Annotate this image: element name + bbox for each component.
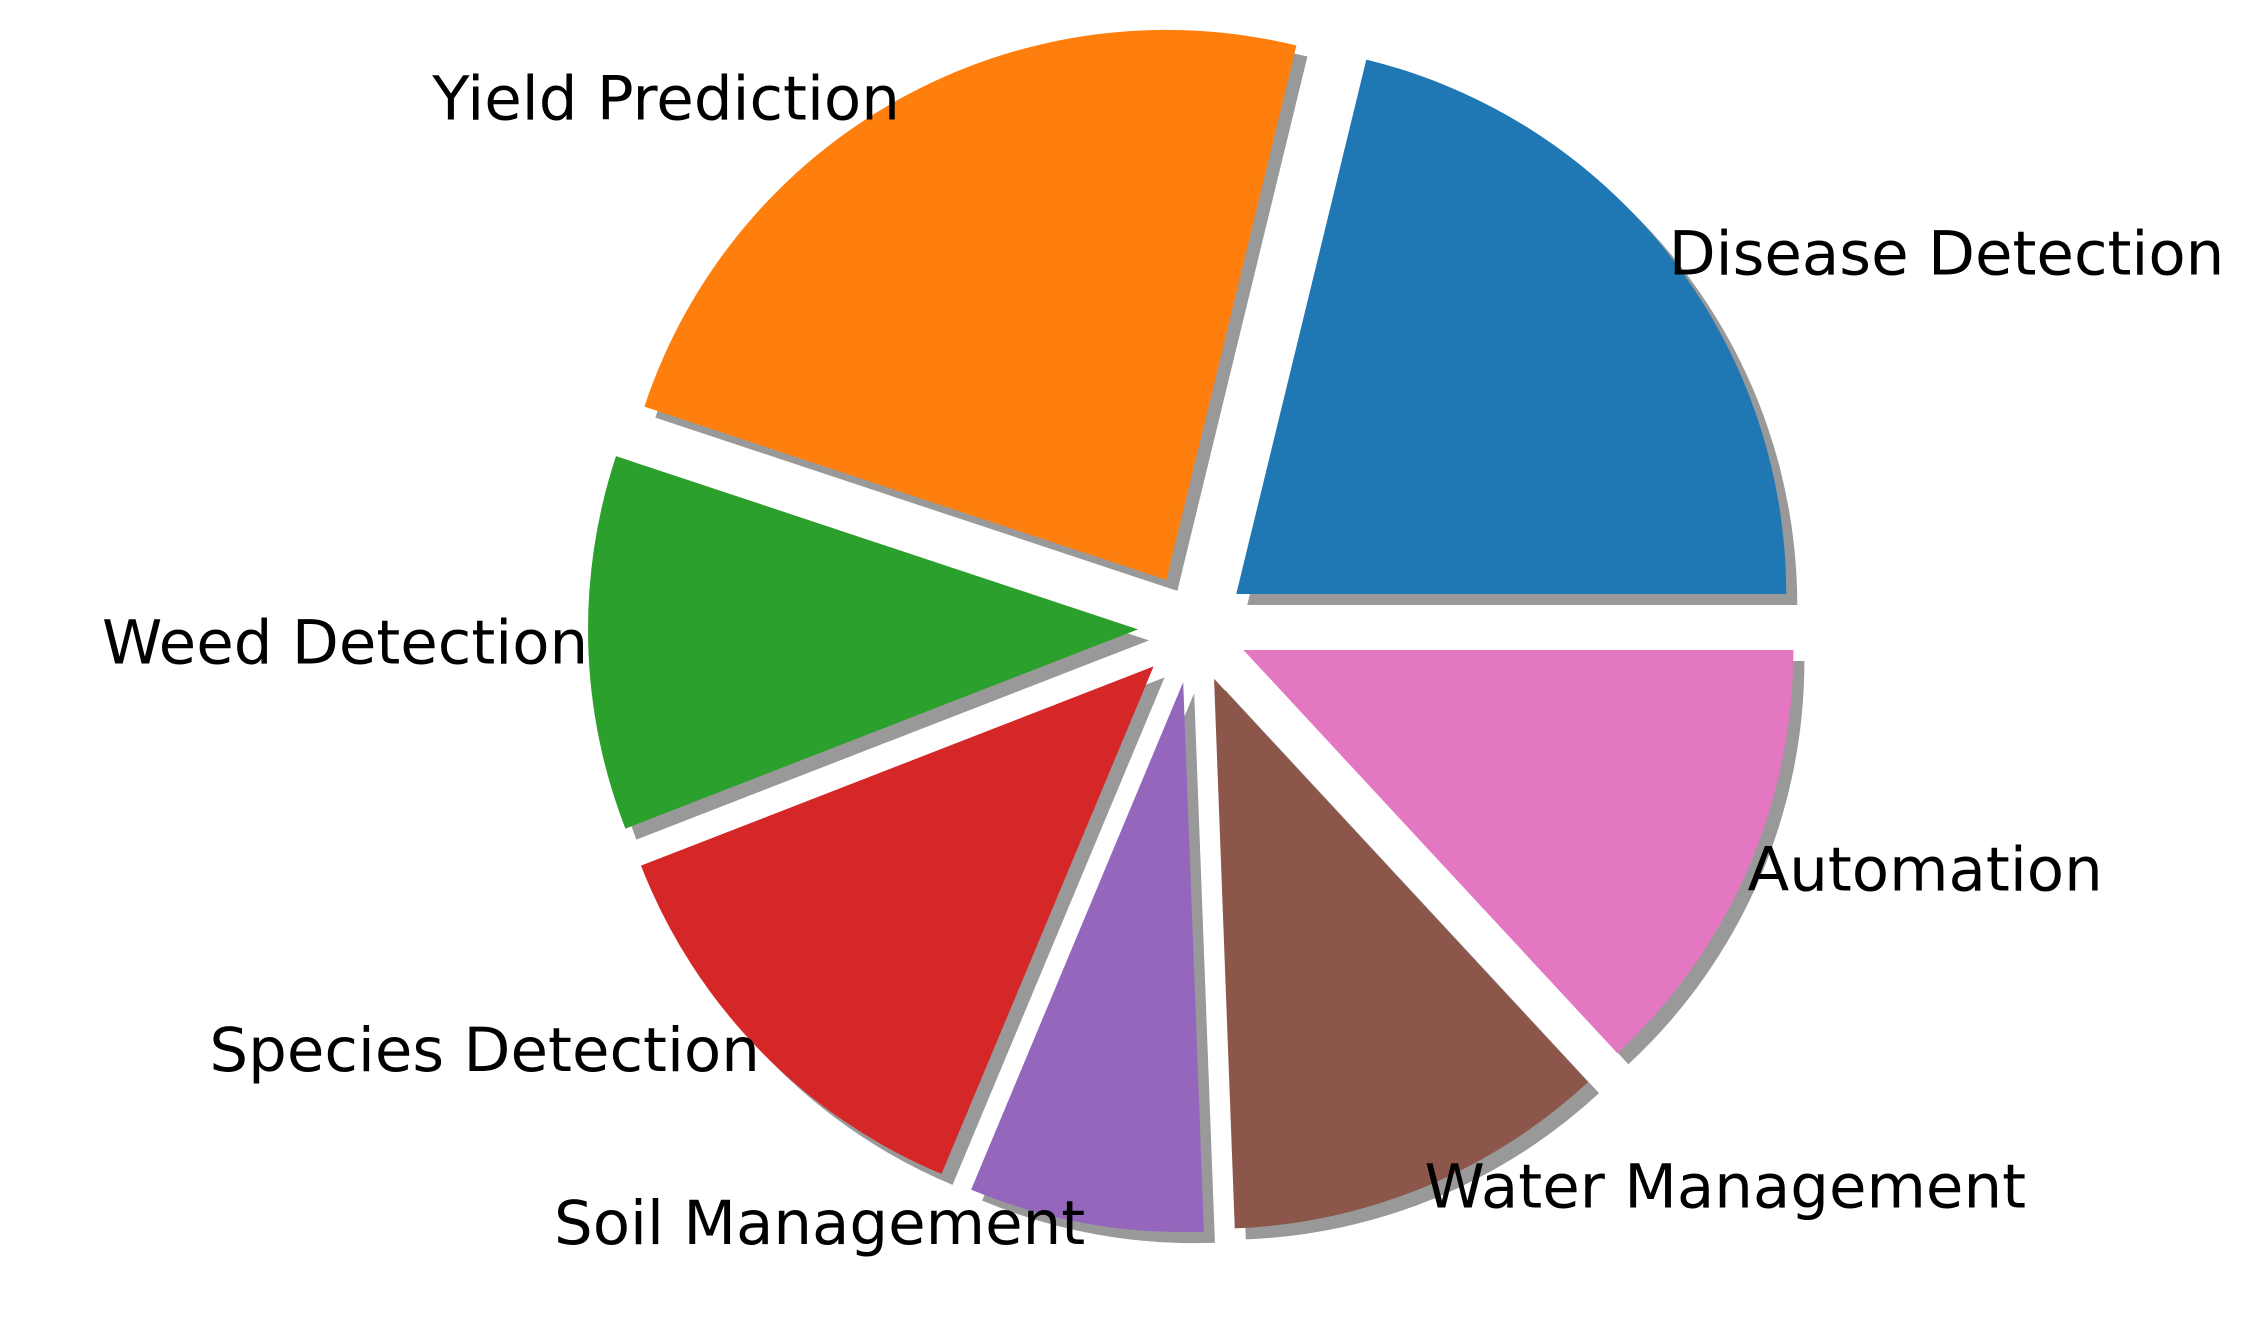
slice-label-yield-prediction: Yield Prediction [431, 63, 900, 134]
pie-slice-water-management [1214, 678, 1589, 1229]
slice-label-water-management: Water Management [1425, 1151, 2027, 1222]
slice-label-automation: Automation [1748, 835, 2103, 906]
pie-slice-soil-management [971, 682, 1204, 1233]
pie-slice-yield-prediction [644, 29, 1297, 580]
pie-slice-species-detection [640, 666, 1154, 1174]
pie-slices [588, 29, 1794, 1233]
slice-label-disease-detection: Disease Detection [1669, 219, 2225, 290]
pie-slice-weed-detection [588, 456, 1139, 829]
slice-label-soil-management: Soil Management [554, 1188, 1085, 1259]
pie-slice-disease-detection [1236, 59, 1787, 595]
slice-labels: Disease Detection Yield Prediction Weed De… [102, 63, 2224, 1259]
slice-label-weed-detection: Weed Detection [102, 608, 588, 679]
pie-slice-automation [1243, 650, 1794, 1054]
slice-label-species-detection: Species Detection [209, 1015, 760, 1086]
